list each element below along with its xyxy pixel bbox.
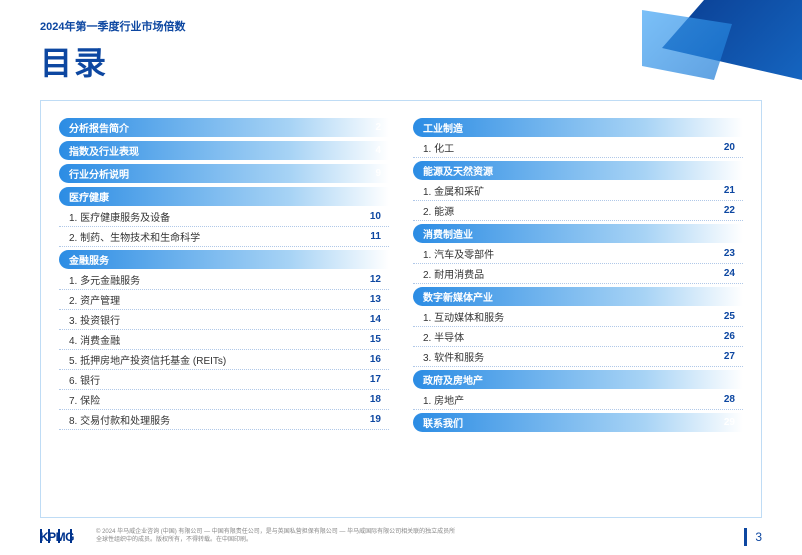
toc-item[interactable]: 保险 18	[59, 390, 389, 410]
toc-page: 12	[370, 274, 381, 285]
toc-page: 10	[370, 211, 381, 222]
toc-item[interactable]: 消费金融 15	[59, 330, 389, 350]
copyright-line1: © 2024 毕马威企业咨询 (中国) 有限公司 — 中国有限责任公司，是与英国…	[96, 529, 744, 537]
toc-label: 医疗健康	[69, 189, 109, 204]
toc-page: 13	[370, 294, 381, 305]
header: 2024年第一季度行业市场倍数 目录	[0, 0, 802, 92]
toc-item[interactable]: 房地产 28	[413, 390, 743, 410]
toc-page: 15	[370, 334, 381, 345]
toc-section[interactable]: 医疗健康	[59, 187, 389, 206]
toc-page: 21	[724, 185, 735, 196]
copyright: © 2024 毕马威企业咨询 (中国) 有限公司 — 中国有限责任公司，是与英国…	[96, 529, 744, 545]
toc-item[interactable]: 化工 20	[413, 138, 743, 158]
toc-label: 能源及天然资源	[423, 163, 493, 178]
toc-page: 9	[375, 168, 381, 179]
toc-label: 金属和采矿	[423, 183, 484, 198]
page-number: 3	[755, 530, 762, 544]
toc-section[interactable]: 数字新媒体产业	[413, 287, 743, 306]
toc-page: 28	[724, 394, 735, 405]
toc-item[interactable]: 银行 17	[59, 370, 389, 390]
toc-section[interactable]: 金融服务	[59, 250, 389, 269]
page-number-box: 3	[744, 528, 762, 546]
toc-item[interactable]: 半导体 26	[413, 327, 743, 347]
toc-page: 22	[724, 205, 735, 216]
toc-item[interactable]: 软件和服务 27	[413, 347, 743, 367]
toc-section[interactable]: 工业制造	[413, 118, 743, 137]
kpmg-logo: KPMG	[40, 527, 82, 548]
toc-label: 消费金融	[69, 332, 120, 347]
toc-page: 14	[370, 314, 381, 325]
toc-column-right: 工业制造化工 20 能源及天然资源金属和采矿 21 能源 22 消费制造业汽车及零部件 23 耐…	[413, 115, 743, 507]
copyright-line2: 全球性组织中的成员。版权所有，不得转载。在中国印刷。	[96, 537, 744, 545]
toc-label: 资产管理	[69, 292, 120, 307]
toc-page: 2	[375, 122, 381, 133]
toc-page: 16	[370, 354, 381, 365]
toc-page: 4	[375, 145, 381, 156]
toc-label: 软件和服务	[423, 349, 484, 364]
toc-label: 交易付款和处理服务	[69, 412, 170, 427]
footer: KPMG © 2024 毕马威企业咨询 (中国) 有限公司 — 中国有限责任公司…	[0, 519, 802, 555]
toc-label: 制药、生物技术和生命科学	[69, 229, 200, 244]
toc-label: 消费制造业	[423, 226, 473, 241]
toc-label: 保险	[69, 392, 100, 407]
toc-page: 11	[370, 231, 381, 242]
toc-label: 医疗健康服务及设备	[69, 209, 170, 224]
toc-item[interactable]: 制药、生物技术和生命科学 11	[59, 227, 389, 247]
toc-label: 耐用消费品	[423, 266, 484, 281]
toc-item[interactable]: 投资银行 14	[59, 310, 389, 330]
toc-item[interactable]: 能源 22	[413, 201, 743, 221]
toc-item[interactable]: 互动媒体和服务 25	[413, 307, 743, 327]
toc-label: 指数及行业表现	[69, 143, 139, 158]
toc-label: 投资银行	[69, 312, 120, 327]
toc-item[interactable]: 抵押房地产投资信托基金 (REITs) 16	[59, 350, 389, 370]
toc-label: 行业分析说明	[69, 166, 129, 181]
toc-label: 多元金融服务	[69, 272, 140, 287]
toc-label: 联系我们	[423, 415, 463, 430]
toc-item[interactable]: 交易付款和处理服务 19	[59, 410, 389, 430]
toc-section[interactable]: 能源及天然资源	[413, 161, 743, 180]
toc-page: 29	[724, 417, 735, 428]
toc-page: 24	[724, 268, 735, 279]
toc-label: 汽车及零部件	[423, 246, 494, 261]
toc-label: 数字新媒体产业	[423, 289, 493, 304]
toc-page: 18	[370, 394, 381, 405]
toc-section[interactable]: 指数及行业表现 4	[59, 141, 389, 160]
toc-label: 金融服务	[69, 252, 109, 267]
page-number-bar	[744, 528, 747, 546]
toc-section[interactable]: 消费制造业	[413, 224, 743, 243]
toc-label: 房地产	[423, 392, 464, 407]
toc-page: 26	[724, 331, 735, 342]
toc-item[interactable]: 多元金融服务 12	[59, 270, 389, 290]
toc-box: 分析报告简介 2 指数及行业表现 4 行业分析说明 9 医疗健康医疗健康服务及设备 10 制药、…	[40, 100, 762, 518]
toc-section[interactable]: 行业分析说明 9	[59, 164, 389, 183]
toc-page: 19	[370, 414, 381, 425]
toc-page: 23	[724, 248, 735, 259]
toc-label: 分析报告简介	[69, 120, 129, 135]
toc-item[interactable]: 耐用消费品 24	[413, 264, 743, 284]
toc-label: 抵押房地产投资信托基金 (REITs)	[69, 352, 226, 367]
toc-label: 工业制造	[423, 120, 463, 135]
toc-label: 半导体	[423, 329, 464, 344]
toc-label: 政府及房地产	[423, 372, 483, 387]
toc-column-left: 分析报告简介 2 指数及行业表现 4 行业分析说明 9 医疗健康医疗健康服务及设备 10 制药、…	[59, 115, 389, 507]
toc-section[interactable]: 联系我们 29	[413, 413, 743, 432]
toc-section[interactable]: 政府及房地产	[413, 370, 743, 389]
toc-label: 银行	[69, 372, 100, 387]
page-title: 目录	[40, 38, 762, 84]
toc-page: 20	[724, 142, 735, 153]
subtitle: 2024年第一季度行业市场倍数	[40, 18, 762, 34]
toc-item[interactable]: 汽车及零部件 23	[413, 244, 743, 264]
toc-item[interactable]: 资产管理 13	[59, 290, 389, 310]
svg-text:KPMG: KPMG	[40, 530, 74, 544]
toc-section[interactable]: 分析报告简介 2	[59, 118, 389, 137]
toc-label: 互动媒体和服务	[423, 309, 504, 324]
toc-page: 27	[724, 351, 735, 362]
toc-item[interactable]: 医疗健康服务及设备 10	[59, 207, 389, 227]
toc-label: 能源	[423, 203, 454, 218]
toc-item[interactable]: 金属和采矿 21	[413, 181, 743, 201]
toc-page: 17	[370, 374, 381, 385]
toc-label: 化工	[423, 140, 454, 155]
toc-page: 25	[724, 311, 735, 322]
